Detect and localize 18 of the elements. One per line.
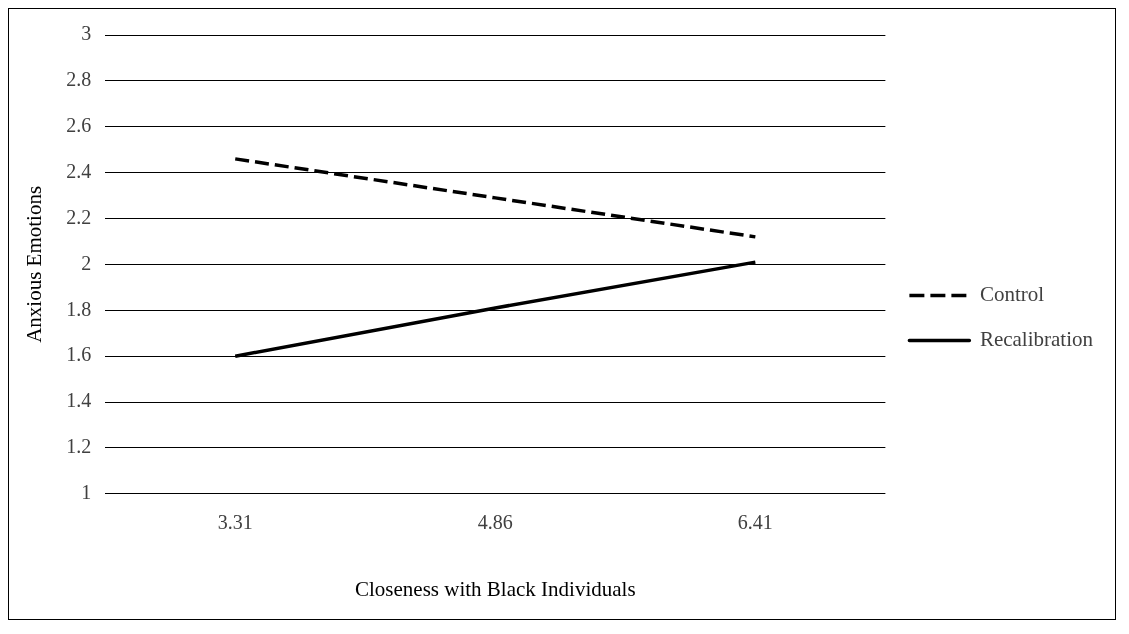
y-tick-label: 2.8 bbox=[66, 68, 92, 91]
y-tick-label: 3 bbox=[81, 22, 92, 45]
x-tick-label: 6.41 bbox=[737, 511, 773, 534]
legend-label: Recalibration bbox=[979, 327, 1094, 352]
y-tick-label: 1.2 bbox=[66, 435, 92, 458]
y-tick-label: 1.8 bbox=[66, 297, 92, 320]
y-tick-label: 1.6 bbox=[66, 343, 92, 366]
y-tick-label: 2 bbox=[81, 251, 92, 274]
y-tick-label: 2.6 bbox=[66, 114, 92, 137]
y-tick-label: 1.4 bbox=[66, 389, 92, 412]
y-axis-title: Anxious Emotions bbox=[22, 185, 47, 343]
x-axis-title: Closeness with Black Individuals bbox=[355, 576, 636, 601]
x-tick-label: 4.86 bbox=[477, 511, 513, 534]
y-tick-label: 2.4 bbox=[66, 159, 92, 182]
legend-label: Control bbox=[979, 282, 1045, 307]
y-tick-label: 1 bbox=[81, 481, 92, 504]
x-tick-label: 3.31 bbox=[217, 511, 253, 534]
y-tick-label: 2.2 bbox=[66, 205, 92, 228]
